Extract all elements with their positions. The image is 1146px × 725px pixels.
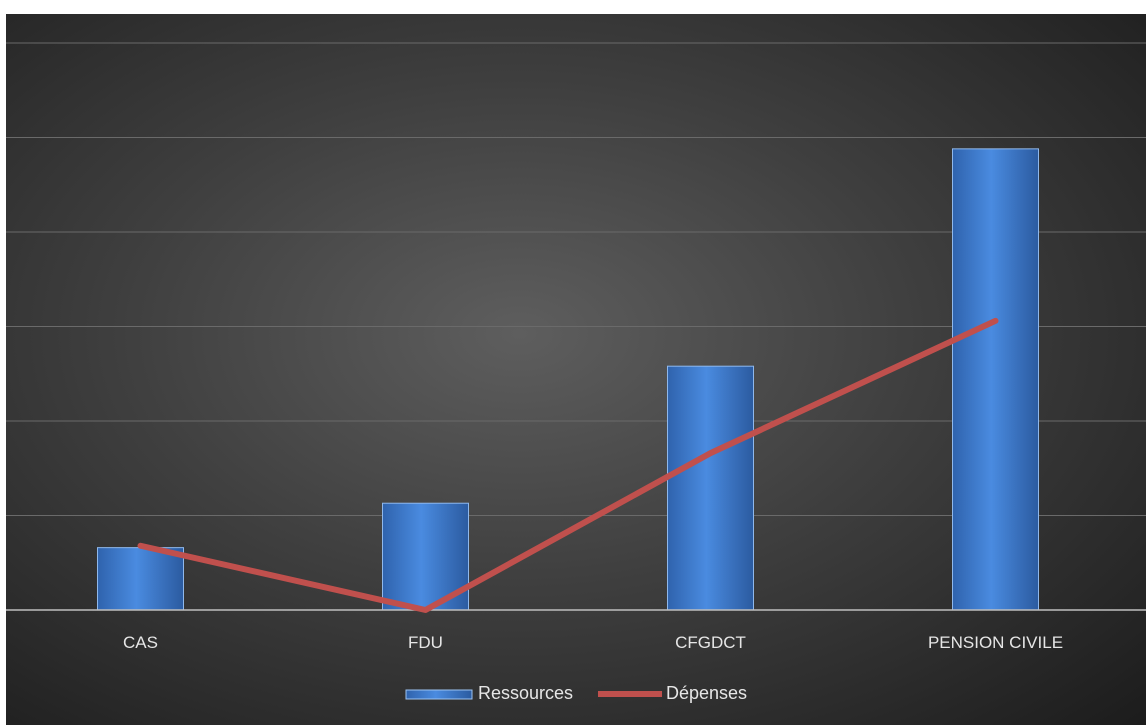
- bar-ressources-cas: [97, 547, 184, 611]
- category-labels: CAS FDU CFGDCT PENSION CIVILE: [123, 633, 1063, 652]
- category-label-cfgdct: CFGDCT: [675, 633, 746, 652]
- chart-svg: CAS FDU CFGDCT PENSION CIVILE Ressources Dé…: [6, 42, 1146, 703]
- chart-area: CAS FDU CFGDCT PENSION CIVILE Ressources Dé…: [6, 14, 1146, 725]
- legend-label-depenses: Dépenses: [666, 683, 747, 703]
- line-series: [137, 317, 999, 613]
- category-label-fdu: FDU: [408, 633, 443, 652]
- line-depenses: [137, 317, 999, 613]
- category-label-cas: CAS: [123, 633, 158, 652]
- bars: [97, 148, 1039, 611]
- legend-swatch-ressources: [405, 689, 473, 700]
- legend-label-ressources: Ressources: [478, 683, 573, 703]
- bar-ressources-cfgdct: [667, 365, 754, 611]
- category-label-pension-civile: PENSION CIVILE: [928, 633, 1063, 652]
- legend: Ressources Dépenses: [405, 683, 747, 703]
- bar-ressources-pension-civile: [952, 148, 1039, 611]
